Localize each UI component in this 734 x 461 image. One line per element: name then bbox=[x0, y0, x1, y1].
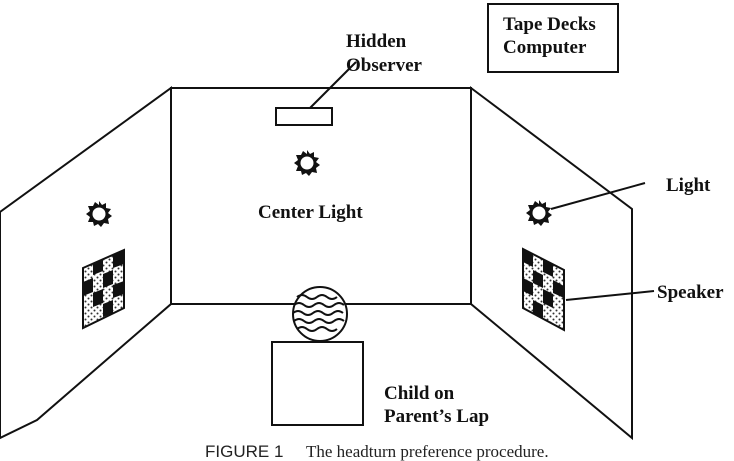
equipment-box-line2: Computer bbox=[503, 37, 587, 58]
center-light-label: Center Light bbox=[258, 202, 363, 223]
parent-lap-box bbox=[271, 341, 364, 426]
hidden-observer-label-line1: Hidden bbox=[346, 31, 407, 52]
equipment-box bbox=[487, 3, 619, 73]
figure-caption-label: FIGURE 1 bbox=[205, 442, 283, 461]
equipment-box-line1: Tape Decks bbox=[503, 14, 596, 35]
child-label-line1: Child on bbox=[384, 383, 455, 404]
speaker-pointer-line bbox=[565, 290, 655, 301]
left-speaker-icon bbox=[82, 248, 125, 330]
left-light-icon bbox=[86, 201, 112, 227]
observer-pointer-line bbox=[309, 61, 357, 109]
light-label: Light bbox=[666, 175, 711, 196]
left-panel bbox=[0, 86, 172, 440]
observer-window bbox=[275, 107, 333, 126]
center-light-icon bbox=[294, 150, 320, 176]
hidden-observer-label-line2: Observer bbox=[346, 55, 423, 76]
right-speaker-icon bbox=[522, 247, 565, 332]
light-pointer-line bbox=[550, 182, 646, 210]
speaker-label: Speaker bbox=[657, 282, 724, 303]
figure-caption-text: The headturn preference procedure. bbox=[306, 442, 549, 461]
child-label-line2: Parent’s Lap bbox=[384, 406, 489, 427]
child-head-icon bbox=[292, 286, 348, 342]
right-light-icon bbox=[526, 200, 552, 226]
right-panel bbox=[470, 85, 633, 441]
